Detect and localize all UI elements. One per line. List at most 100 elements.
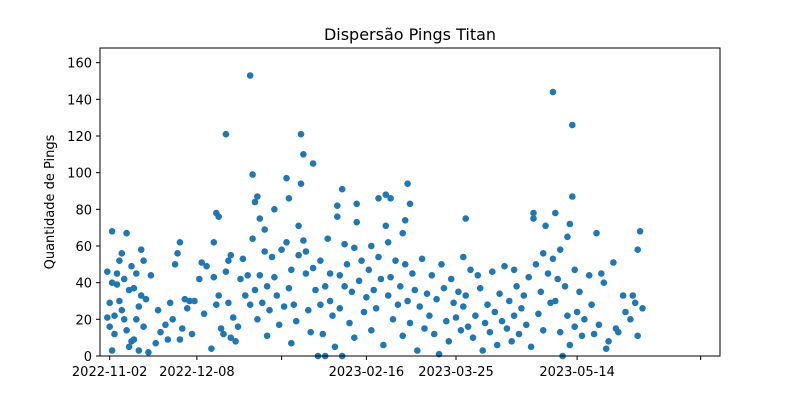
data-point	[145, 349, 152, 356]
plot-frame	[99, 47, 721, 357]
y-tick-label: 0	[84, 350, 92, 365]
data-point	[576, 288, 583, 296]
data-point	[140, 323, 147, 331]
data-point	[217, 325, 225, 332]
data-point	[215, 292, 222, 299]
data-point	[283, 239, 290, 246]
data-point	[174, 250, 181, 257]
data-point	[157, 328, 164, 336]
data-point	[406, 200, 414, 208]
data-point	[629, 292, 637, 299]
data-point	[271, 273, 278, 281]
data-point	[246, 72, 254, 79]
data-point	[542, 222, 549, 230]
data-point	[142, 295, 150, 303]
data-point	[334, 213, 341, 220]
data-point	[220, 330, 227, 338]
data-point	[285, 284, 293, 292]
data-point	[513, 283, 520, 290]
data-point	[227, 251, 235, 259]
data-point	[433, 295, 440, 303]
data-point	[130, 336, 138, 343]
data-point	[569, 121, 576, 129]
data-point	[251, 198, 259, 206]
data-point	[368, 327, 375, 334]
data-point	[203, 262, 210, 270]
data-point	[351, 334, 358, 342]
data-point	[135, 303, 143, 310]
data-point	[118, 250, 126, 257]
data-point	[510, 266, 518, 274]
data-point	[365, 266, 373, 274]
y-axis-title: Quantidade de Pings	[43, 134, 58, 269]
data-point	[166, 299, 174, 307]
data-point	[123, 327, 130, 334]
data-point	[556, 246, 564, 253]
data-point	[295, 251, 302, 259]
data-point	[232, 338, 239, 345]
data-point	[237, 275, 244, 283]
data-point	[530, 215, 537, 222]
data-point	[108, 347, 116, 354]
data-point	[176, 239, 184, 246]
data-point	[104, 268, 111, 276]
y-tick-label: 40	[75, 277, 92, 292]
data-point	[573, 308, 581, 316]
data-point	[452, 314, 460, 321]
data-point	[501, 262, 508, 270]
data-point	[133, 270, 140, 277]
data-point	[111, 330, 118, 338]
data-point	[455, 288, 462, 296]
data-point	[188, 330, 196, 338]
data-point	[467, 266, 474, 274]
data-point	[106, 323, 113, 331]
data-point	[571, 323, 578, 331]
data-point	[423, 290, 431, 298]
data-point	[285, 195, 293, 202]
data-point	[394, 301, 402, 309]
data-point	[288, 266, 295, 274]
data-point	[491, 308, 499, 316]
data-point	[561, 283, 569, 290]
data-point	[113, 281, 121, 288]
data-point	[539, 250, 547, 257]
data-point	[164, 336, 172, 343]
data-point	[506, 297, 513, 305]
data-point	[222, 268, 230, 276]
data-point	[116, 297, 123, 305]
data-point	[510, 312, 518, 320]
y-tick-label: 60	[75, 240, 92, 255]
data-point	[384, 292, 392, 299]
data-point	[227, 334, 235, 342]
data-point	[336, 272, 344, 279]
data-point	[106, 299, 113, 307]
data-point	[358, 257, 365, 265]
data-point	[527, 343, 535, 351]
data-point	[256, 215, 264, 222]
data-point	[312, 286, 319, 294]
data-point	[484, 301, 491, 309]
data-point	[566, 341, 574, 349]
y-tick-label: 140	[67, 93, 92, 108]
data-point	[348, 288, 356, 296]
data-point	[426, 312, 433, 320]
data-point	[263, 283, 271, 290]
data-point	[302, 270, 310, 277]
data-point	[305, 306, 312, 314]
data-point	[116, 257, 123, 265]
data-point	[474, 272, 482, 279]
data-point	[254, 193, 261, 200]
data-point	[261, 248, 269, 255]
data-point	[152, 339, 159, 347]
data-point	[329, 312, 336, 320]
data-point	[435, 350, 443, 358]
data-point	[598, 270, 605, 277]
data-point	[552, 297, 559, 305]
data-point	[571, 266, 578, 274]
data-point	[372, 305, 380, 312]
y-tick-label: 100	[67, 167, 92, 182]
data-point	[300, 151, 307, 158]
data-point	[239, 255, 247, 263]
x-tick-label: 2022-11-02	[72, 365, 148, 380]
data-point	[585, 272, 593, 279]
